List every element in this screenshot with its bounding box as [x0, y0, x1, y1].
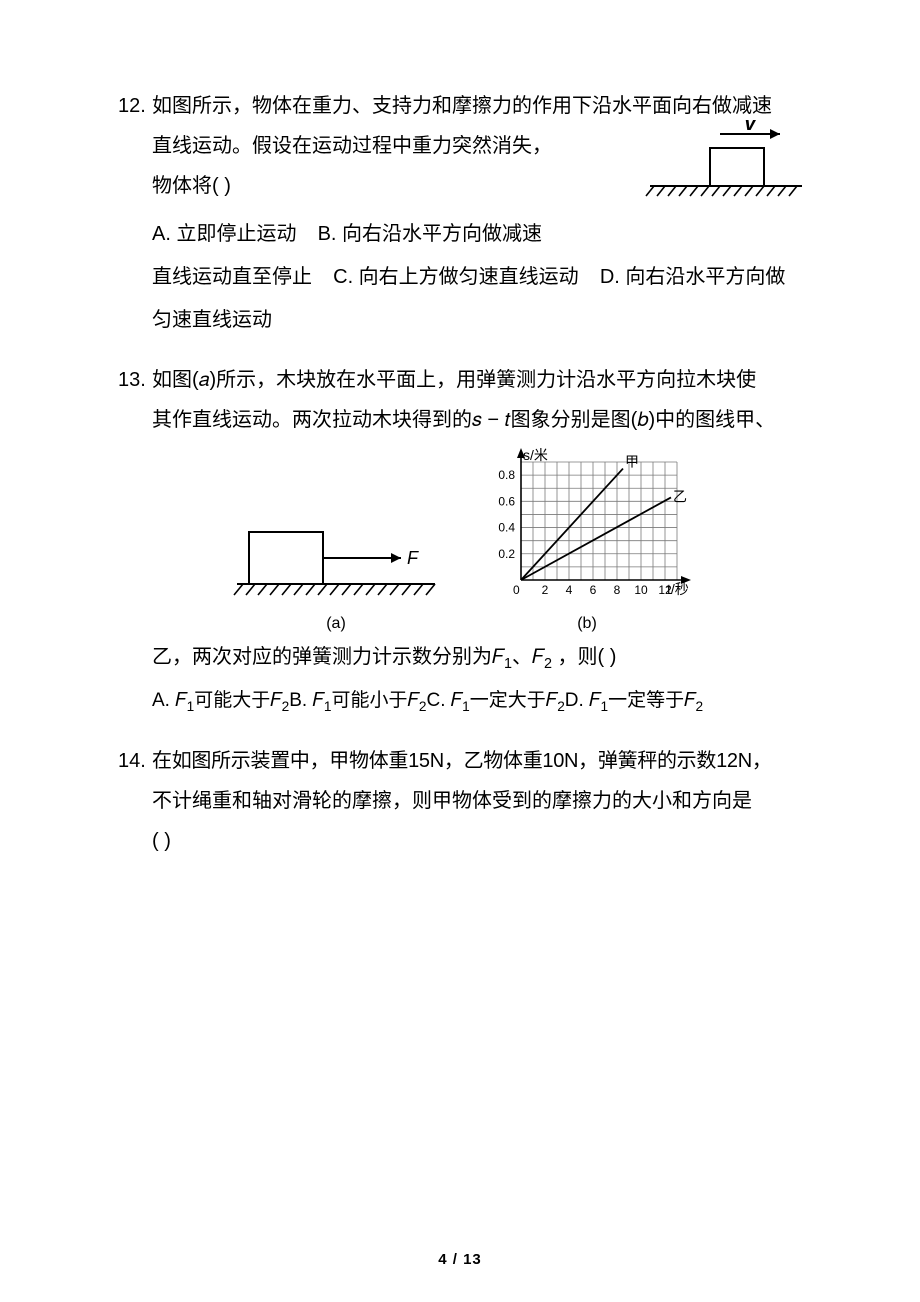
svg-text:F: F — [407, 548, 419, 568]
svg-text:0.4: 0.4 — [498, 521, 515, 535]
q13-f1: 𝐹1 — [492, 646, 512, 668]
svg-text:4: 4 — [566, 583, 573, 597]
q12-opt-row2: 直线运动直至停止 C. 向右上方做匀速直线运动 D. 向右沿水平方向做 — [152, 256, 810, 299]
q13-opt-b-pre: B. — [289, 690, 312, 711]
q12-figure: v — [630, 120, 810, 213]
question-13: 13. 如图(𝑎)所示，木块放在水平面上，用弹簧测力计沿水平方向拉木块使 其作直… — [118, 360, 810, 723]
q12-opt-a: A. 立即停止运动 — [152, 223, 296, 245]
q13-options: A. 𝐹1可能大于𝐹2B. 𝐹1可能小于𝐹2C. 𝐹1一定大于𝐹2D. 𝐹1一定… — [152, 679, 810, 723]
q13-opt-b: B. 𝐹1可能小于𝐹2 — [289, 690, 426, 711]
question-12: 12. 如图所示，物体在重力、支持力和摩擦力的作用下沿水平面向右做减速 直线运动… — [118, 86, 810, 342]
svg-text:8: 8 — [614, 583, 621, 597]
q14-text1: 在如图所示装置中，甲物体重15N，乙物体重10N，弹簧秤的示数12N， — [152, 741, 810, 781]
q13-line1: 13. 如图(𝑎)所示，木块放在水平面上，用弹簧测力计沿水平方向拉木块使 — [118, 360, 810, 400]
q12-opt-row1: A. 立即停止运动 B. 向右沿水平方向做减速 — [152, 213, 810, 256]
q13-f2: 𝐹2 — [532, 646, 552, 668]
svg-text:v: v — [744, 120, 757, 135]
page-footer: 4 / 13 — [0, 1251, 920, 1268]
q13-opt-a-pre: A. — [152, 690, 175, 711]
q13-number: 13. — [118, 360, 152, 400]
q12-opt-c: C. 向右上方做匀速直线运动 — [333, 266, 579, 288]
q13-opt-d-txt: 一定等于 — [608, 690, 684, 711]
q12-number: 12. — [118, 86, 152, 126]
q13-text2: 其作直线运动。两次拉动木块得到的𝑠 − 𝑡图象分别是图(𝑏)中的图线甲、 — [152, 400, 810, 440]
q14-text2: 不计绳重和轴对滑轮的摩擦，则甲物体受到的摩擦力的大小和方向是 — [152, 781, 810, 821]
question-14: 14. 在如图所示装置中，甲物体重15N，乙物体重10N，弹簧秤的示数12N， … — [118, 741, 810, 861]
q13-text3-post: ，则( ) — [552, 646, 616, 668]
q13-opt-d-pre: D. — [565, 690, 589, 711]
q13-opt-c-txt: 一定大于 — [470, 690, 546, 711]
q12-text2a: 直线运动。假设在运动过程中重力突然消失， — [152, 126, 610, 166]
q14-line1: 14. 在如图所示装置中，甲物体重15N，乙物体重10N，弹簧秤的示数12N， — [118, 741, 810, 781]
q12-diagram: v — [630, 120, 810, 208]
svg-text:0.6: 0.6 — [498, 494, 515, 508]
q13-opt-b-txt: 可能小于 — [331, 690, 407, 711]
svg-text:s/米: s/米 — [523, 448, 548, 463]
q14-text3: ( ) — [152, 821, 810, 861]
q13-opt-a-txt: 可能大于 — [194, 690, 270, 711]
q13-fig-b-wrap: 0.20.40.60.8246810120s/米t/秒甲乙 (b) — [477, 448, 697, 633]
q13-figures: F (a) 0.20.40.60.8246810120s/米t/秒甲乙 (b) — [118, 448, 810, 633]
q13-text3: 乙，两次对应的弹簧测力计示数分别为𝐹1、𝐹2 ，则( ) — [152, 637, 810, 679]
q13-fig-a-caption: (a) — [231, 615, 441, 633]
q13-opt-c-pre: C. — [427, 690, 451, 711]
q13-fig-b: 0.20.40.60.8246810120s/米t/秒甲乙 — [477, 448, 697, 608]
q13-fig-a-wrap: F (a) — [231, 508, 441, 633]
svg-text:甲: 甲 — [625, 454, 639, 470]
q14-number: 14. — [118, 741, 152, 781]
svg-text:0.2: 0.2 — [498, 547, 515, 561]
q12-opt-c-prefix: 直线运动直至停止 — [152, 266, 312, 288]
svg-text:乙: 乙 — [673, 488, 687, 504]
svg-text:2: 2 — [542, 583, 549, 597]
q13-text3-pre: 乙，两次对应的弹簧测力计示数分别为 — [152, 646, 492, 668]
q13-opt-d: D. 𝐹1一定等于𝐹2 — [565, 690, 703, 711]
svg-text:6: 6 — [590, 583, 597, 597]
q13-fig-b-caption: (b) — [477, 615, 697, 633]
svg-text:0: 0 — [513, 583, 520, 597]
q13-text1: 如图(𝑎)所示，木块放在水平面上，用弹簧测力计沿水平方向拉木块使 — [152, 360, 810, 400]
svg-text:0.8: 0.8 — [498, 468, 515, 482]
svg-text:10: 10 — [634, 583, 648, 597]
q12-opt-d: D. 向右沿水平方向做 — [600, 266, 786, 288]
q13-opt-a: A. 𝐹1可能大于𝐹2 — [152, 690, 289, 711]
q12-opt-row3: 匀速直线运动 — [152, 299, 810, 342]
q12-opt-b: B. 向右沿水平方向做减速 — [318, 223, 542, 245]
q13-opt-c: C. 𝐹1一定大于𝐹2 — [427, 690, 565, 711]
q12-text2b: 物体将( ) — [152, 166, 610, 206]
q13-fig-a: F — [231, 508, 441, 608]
q12-options: A. 立即停止运动 B. 向右沿水平方向做减速 直线运动直至停止 C. 向右上方… — [152, 213, 810, 342]
svg-text:t/秒: t/秒 — [667, 581, 689, 597]
q13-text3-mid: 、 — [512, 646, 532, 668]
q12-row: 直线运动。假设在运动过程中重力突然消失， 物体将( ) v — [118, 126, 810, 213]
